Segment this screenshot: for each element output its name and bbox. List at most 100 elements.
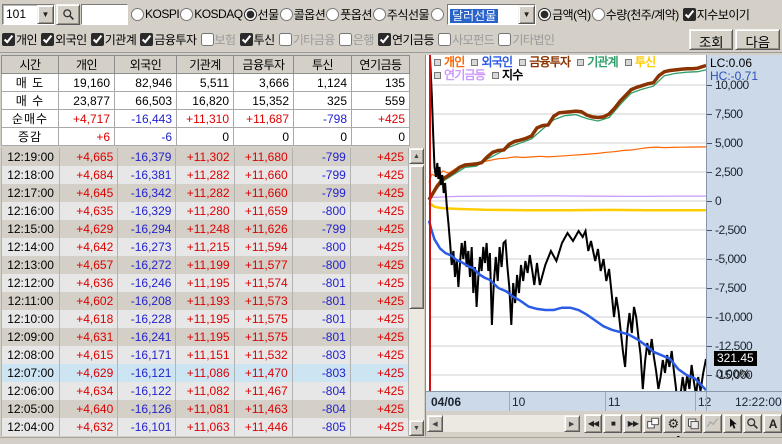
settings-button[interactable]: ⚙ [663,414,683,433]
filter-option-5[interactable]: 투신 [239,31,275,48]
market-radio-5[interactable] [372,7,386,21]
cascade-button[interactable] [683,414,703,433]
market-option-4[interactable]: 풋옵션 [326,6,372,23]
filter-option-0[interactable]: 개인 [2,31,38,48]
unit-option-0[interactable]: 금액(억) [538,6,591,23]
filter-checkbox-4[interactable] [200,32,214,46]
scroll-up-button[interactable]: ▲ [409,148,424,164]
rewind-button[interactable]: ◀◀ [583,414,603,433]
market-radio-4[interactable] [326,7,340,21]
table-row[interactable]: 12:19:00 +4,665 -16,379 +11,302 +11,680 -799 +… [0,148,410,166]
filter-checkbox-5[interactable] [239,32,253,46]
legend-item-fininvest: 금융투자 [519,56,571,69]
unit-radio-0[interactable] [538,7,552,21]
filter-checkbox-10[interactable] [498,32,512,46]
table-row[interactable]: 12:09:00 +4,631 -16,241 +11,195 +11,575 -801 +… [0,328,410,346]
stop-button[interactable]: ■ [603,414,623,433]
filter-checkbox-1[interactable] [41,32,55,46]
filter-option-2[interactable]: 기관계 [90,31,137,48]
market-option-0[interactable]: KOSPI [131,7,180,21]
table-row[interactable]: 12:14:00 +4,642 -16,273 +11,215 +11,594 -800 +… [0,238,410,256]
filter-checkbox-0[interactable] [2,32,15,46]
table-row[interactable]: 12:12:00 +4,636 -16,246 +11,195 +11,574 -801 +… [0,274,410,292]
zoom-button[interactable] [743,414,763,433]
table-header-row: 시간 개인 외국인 기관계 금융투자 투신 연기금등 [1,55,410,74]
chevron-down-icon[interactable]: ▼ [518,4,536,24]
value-cell: +11,282 [175,166,235,184]
table-row[interactable]: 12:10:00 +4,618 -16,228 +11,195 +11,575 -801 +… [0,310,410,328]
value-cell: -803 [291,346,351,364]
filter-checkbox-7[interactable] [338,32,352,46]
market-option-3[interactable]: 콜옵션 [279,6,326,23]
table-row[interactable]: 12:06:00 +4,634 -16,122 +11,082 +11,467 -804 +… [0,382,410,400]
table-row[interactable]: 12:15:00 +4,629 -16,294 +11,248 +11,626 -799 +… [0,220,410,238]
table-row[interactable]: 12:11:00 +4,602 -16,208 +11,193 +11,573 -801 +… [0,292,410,310]
y-tick-label: -12,500 [715,339,753,353]
product-select[interactable]: 달러선물 ▼ [447,3,537,25]
market-option-5[interactable]: 주식선물 [372,6,430,23]
market-radio-3[interactable] [279,7,293,21]
table-row[interactable]: 12:16:00 +4,635 -16,329 +11,280 +11,659 -800 +… [0,202,410,220]
filter-checkbox-2[interactable] [90,32,104,46]
table-row[interactable]: 12:13:00 +4,657 -16,272 +11,199 +11,577 -800 +… [0,256,410,274]
product-radio[interactable] [431,7,445,21]
filter-option-3[interactable]: 금융투자 [140,31,197,48]
series-trust [428,201,706,212]
table-row[interactable]: 12:05:00 +4,640 -16,126 +11,081 +11,463 -804 +… [0,400,410,418]
unit-option-1[interactable]: 수량(천주/계약) [591,6,679,23]
legend-marker-icon [624,59,632,66]
show-index-option[interactable]: 지수보이기 [682,6,750,23]
filter-option-10[interactable]: 기타법인 [498,31,555,48]
filter-option-6[interactable]: 기타금융 [278,31,335,48]
market-radio-1[interactable] [180,7,194,21]
scroll-left-button[interactable]: ◀ [427,415,443,432]
show-index-checkbox[interactable] [682,7,696,21]
screen-number-combobox[interactable]: 101 ▼ [2,3,55,25]
filter-option-1[interactable]: 외국인 [41,31,87,48]
value-cell: +425 [349,292,410,310]
next-button[interactable]: 다음 [735,28,780,50]
table-row[interactable]: 12:18:00 +4,684 -16,381 +11,282 +11,660 -799 +… [0,166,410,184]
market-option-1[interactable]: KOSDAQ [180,7,243,21]
new-window-button[interactable] [643,414,663,433]
line-chart-button[interactable] [703,414,723,433]
filter-option-9[interactable]: 사모펀드 [438,31,495,48]
search-button[interactable] [56,3,80,25]
forward-button[interactable]: ▶▶ [623,414,643,433]
table-row[interactable]: 12:17:00 +4,645 -16,342 +11,282 +11,660 -799 +… [0,184,410,202]
unit-radio-1[interactable] [591,7,605,21]
filter-option-4[interactable]: 보험 [200,31,236,48]
code-input[interactable] [81,3,128,25]
filter-checkbox-9[interactable] [438,32,452,46]
filter-checkbox-8[interactable] [377,32,391,46]
filter-option-8[interactable]: 연기금등 [377,31,435,48]
table-scrollbar[interactable]: ▲ ▼ [409,148,424,436]
cursor-button[interactable] [723,414,743,433]
query-button[interactable]: 조회 [688,28,734,50]
scroll-right-button[interactable]: ▶ [563,415,580,432]
market-option-2[interactable]: 선물 [243,6,279,23]
filter-checkbox-6[interactable] [278,32,292,46]
product-radio-option[interactable] [431,7,445,21]
chevron-down-icon[interactable]: ▼ [37,4,54,24]
market-radio-2[interactable] [243,7,257,21]
table-row[interactable]: 12:07:00 +4,629 -16,121 +11,086 +11,470 -803 +… [0,364,410,382]
table-row[interactable]: 12:08:00 +4,615 -16,171 +11,151 +11,532 -803 +… [0,346,410,364]
value-cell: +11,626 [233,220,293,238]
chart-plot-area[interactable]: 개인 외국인 금융투자 기관계 투신 연기금등 지수 [427,55,707,440]
value-cell: +425 [349,328,410,346]
summary-cell: +4,717 [58,109,115,128]
column-header-4: 금융투자 [233,55,294,74]
index-change-label: 0.00% [716,367,751,381]
market-radio-0[interactable] [131,7,144,21]
table-row[interactable]: 12:04:00 +4,632 -16,101 +11,063 +11,446 -805 +… [0,418,410,436]
scrollbar-thumb[interactable] [409,165,424,309]
chart-hscrollbar[interactable]: ◀ ▶ [427,415,580,432]
summary-row-0: 매 도 19,160 82,946 5,511 3,666 1,124 135 [1,73,410,92]
text-tool-button[interactable]: A [763,414,782,433]
filter-checkbox-3[interactable] [140,32,154,46]
value-cell: -803 [291,364,351,382]
filter-option-7[interactable]: 은행 [338,31,374,48]
summary-row-label: 매 수 [1,91,59,110]
scroll-down-button[interactable]: ▼ [409,420,424,436]
